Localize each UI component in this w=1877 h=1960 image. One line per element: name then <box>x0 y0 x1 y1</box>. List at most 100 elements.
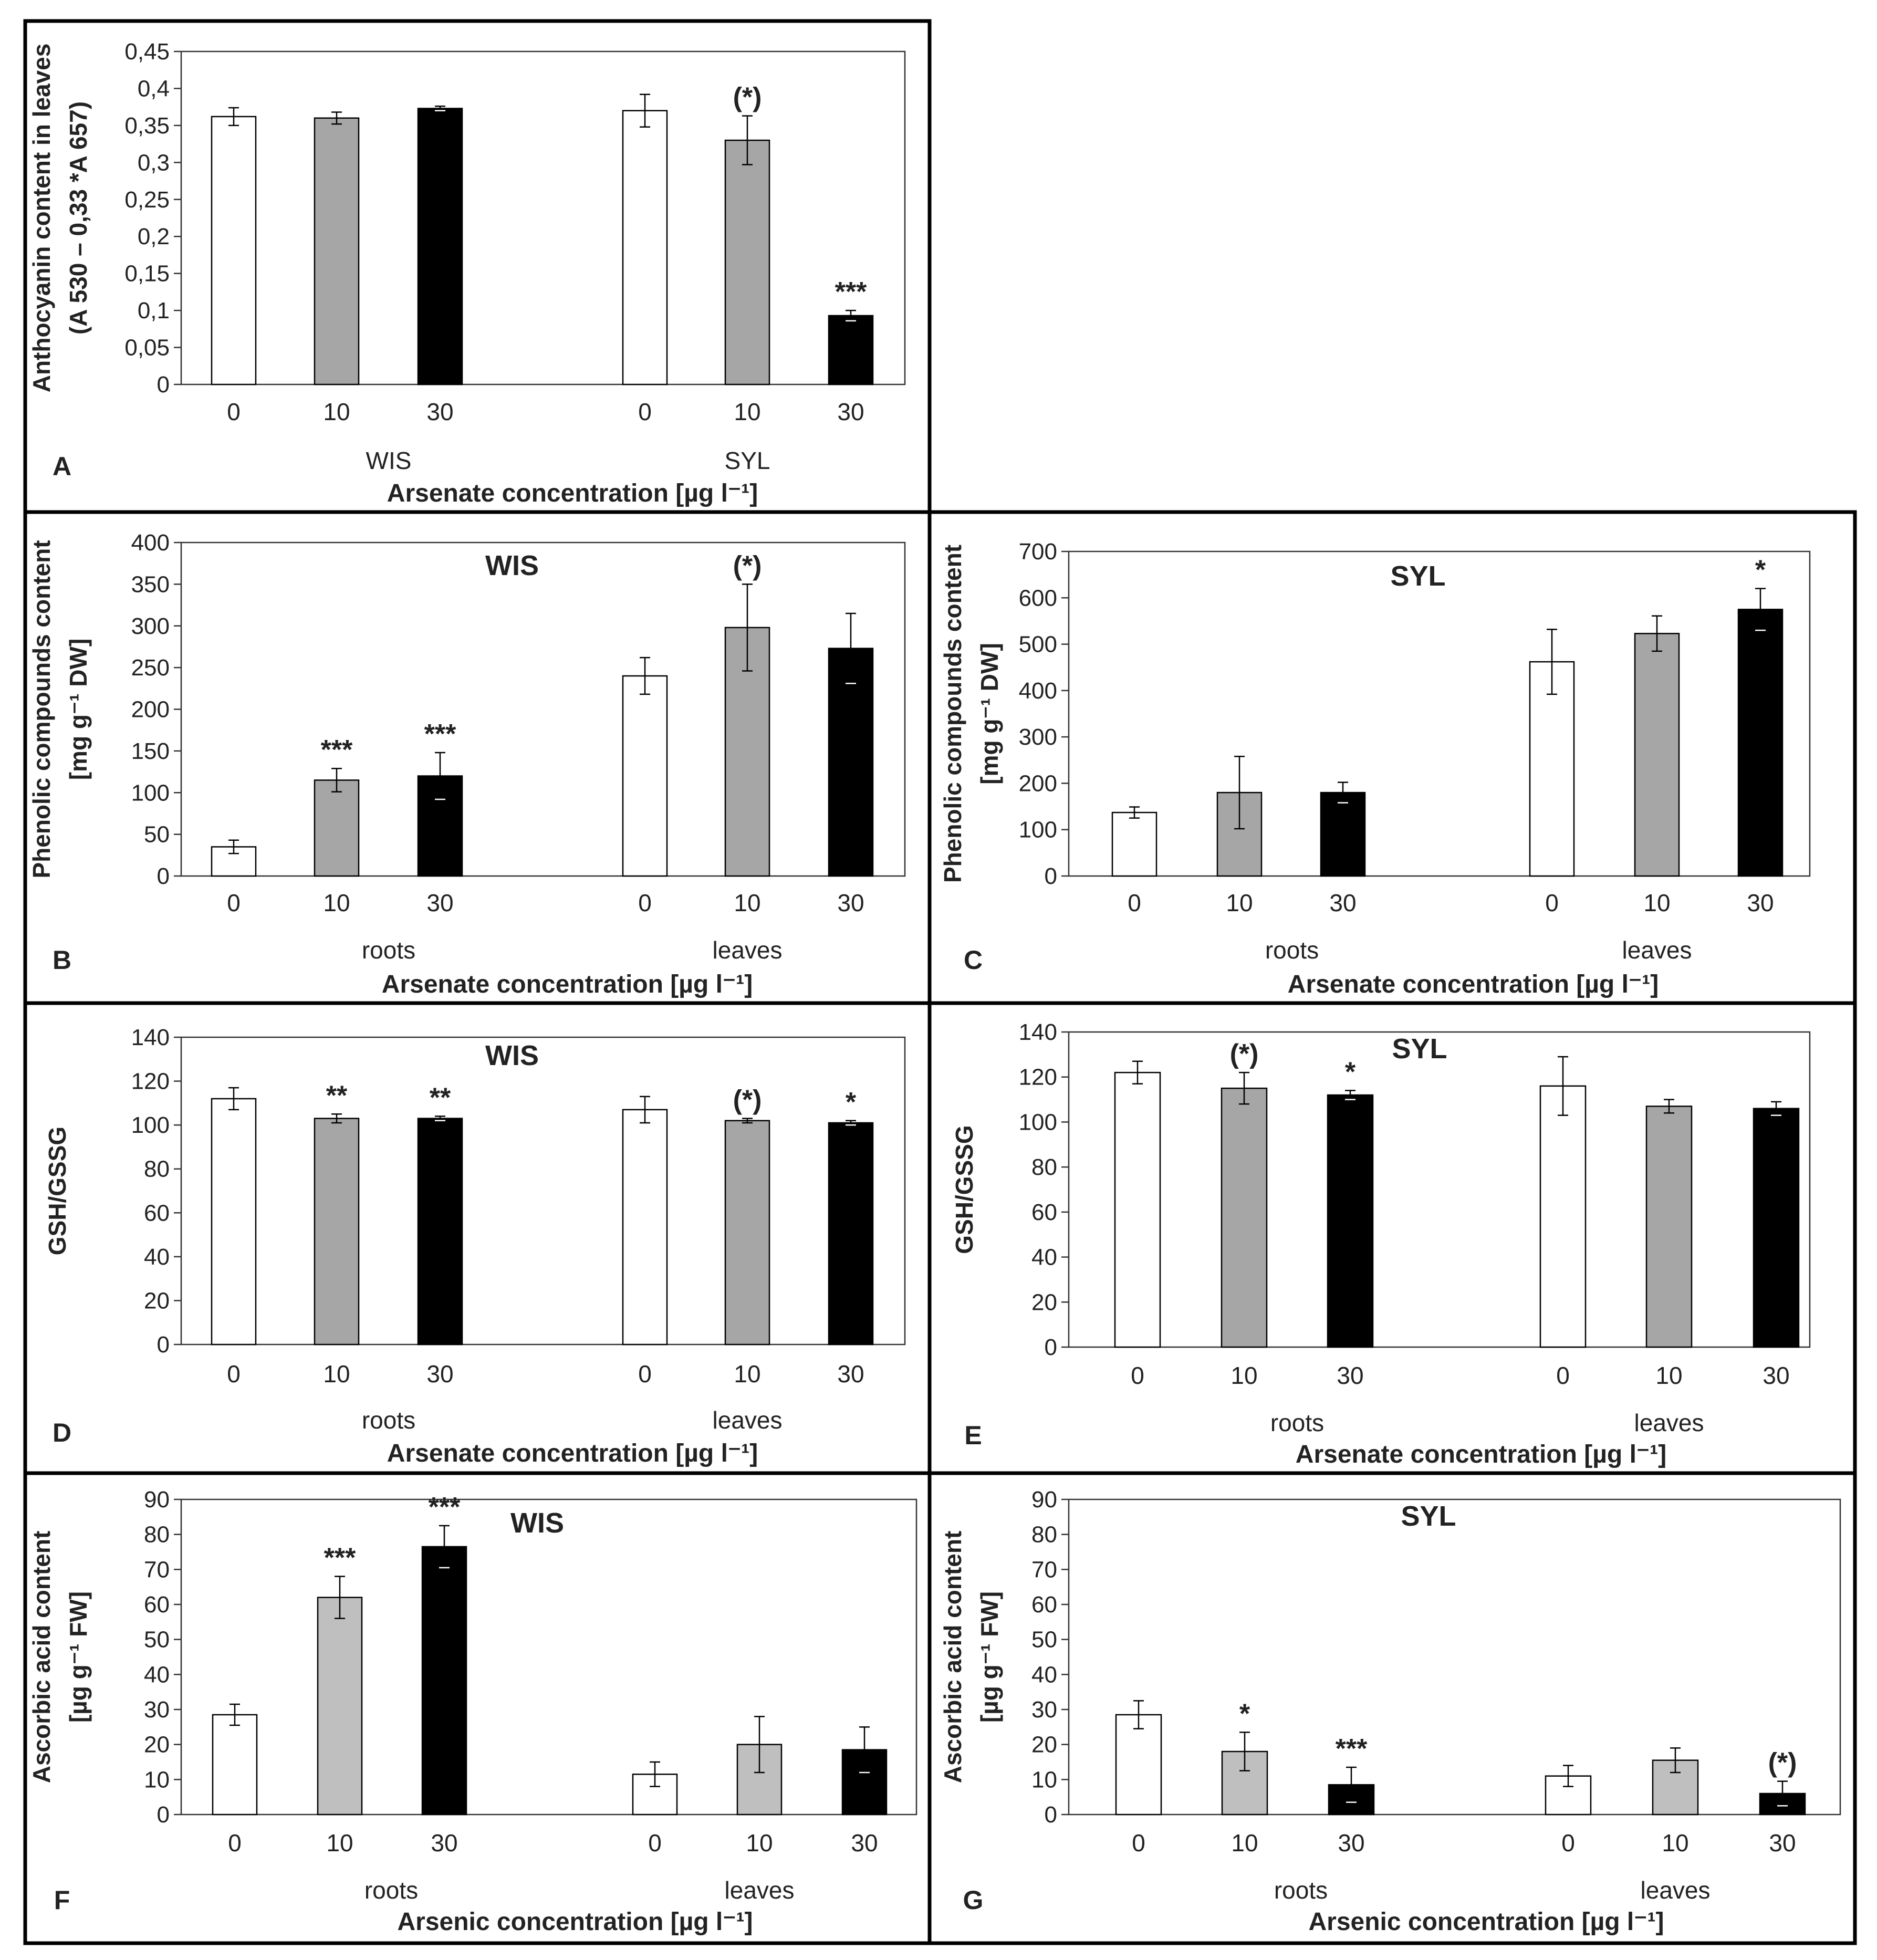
y-tick-label: 30 <box>1031 1697 1057 1723</box>
chart-title: WIS <box>510 1507 564 1539</box>
bar <box>1221 1087 1268 1348</box>
x-axis-label: Arsenic concentration [µg l⁻¹] <box>397 1908 753 1936</box>
y-tick-label: 300 <box>1019 724 1057 750</box>
y-axis-label: Anthocyanin content in leaves <box>28 44 55 393</box>
bar <box>1111 811 1158 877</box>
group-label: leaves <box>713 936 783 964</box>
plot-area <box>1068 550 1811 877</box>
bar <box>1114 1071 1161 1348</box>
bar <box>212 1714 258 1816</box>
y-tick-label: 100 <box>1019 817 1057 843</box>
category-label: 0 <box>1556 1362 1570 1389</box>
x-axis-label: Arsenate concentration [µg l⁻¹] <box>387 479 758 507</box>
y-tick-label: 0,4 <box>138 76 170 101</box>
category-label: 10 <box>746 1829 773 1857</box>
plot-area <box>180 1036 906 1346</box>
y-tick-label: 120 <box>1019 1065 1057 1090</box>
y-tick-label: 600 <box>1019 585 1057 611</box>
y-tick-label: 0 <box>157 372 170 398</box>
category-label: 30 <box>431 1829 457 1857</box>
chart-title: SYL <box>1401 1500 1456 1532</box>
y-tick-label: 140 <box>1019 1019 1057 1045</box>
y-tick-label: 0 <box>157 1332 170 1358</box>
panel-label: B <box>53 945 71 975</box>
y-tick-label: 80 <box>1031 1522 1057 1548</box>
bar <box>1737 609 1784 877</box>
y-tick-label: 80 <box>144 1156 170 1182</box>
y-tick-label: 0 <box>157 1802 170 1828</box>
y-tick-label: 300 <box>131 613 170 639</box>
plot-area <box>1068 1498 1841 1816</box>
bar <box>1115 1714 1162 1816</box>
y-tick-label: 100 <box>1019 1109 1057 1135</box>
y-tick-label: 20 <box>144 1288 170 1313</box>
panel-frame-7 <box>927 1471 1857 1945</box>
category-label: 30 <box>426 889 453 916</box>
plot-area <box>180 541 906 877</box>
bar <box>314 117 360 385</box>
y-tick-label: 250 <box>131 655 170 681</box>
bar <box>314 1118 360 1346</box>
significance-label: (*) <box>733 82 762 113</box>
y-tick-label: 100 <box>131 1112 170 1138</box>
y-tick-label: 80 <box>1031 1154 1057 1180</box>
panel-label: A <box>53 452 71 481</box>
group-label: roots <box>362 1406 415 1434</box>
y-tick-label: 90 <box>1031 1487 1057 1513</box>
bar <box>828 648 874 877</box>
y-tick-label: 120 <box>131 1069 170 1094</box>
category-label: 30 <box>1769 1829 1796 1857</box>
significance-label: (*) <box>1230 1039 1259 1069</box>
bar <box>622 1109 668 1346</box>
y-tick-label: 500 <box>1019 632 1057 658</box>
y-tick-label: 10 <box>1031 1767 1057 1792</box>
panel-a: 0 0,05 0,1 0,15 0,2 0,25 0,3 0,35 0,4 0,45 0 10 30 0 (… <box>28 39 906 507</box>
y-tick-label: 20 <box>1031 1732 1057 1758</box>
chart-title: WIS <box>485 550 539 581</box>
y-tick-label: 20 <box>144 1732 170 1758</box>
category-label: 30 <box>851 1829 878 1857</box>
y-tick-label: 100 <box>131 780 170 806</box>
panel-e: 0 20 40 60 80 100 120 140 0 (*) 10 * 30 0 10 30 roots lea… <box>951 1019 1811 1468</box>
y-tick-label: 40 <box>144 1662 170 1687</box>
category-label: 10 <box>734 1360 760 1388</box>
group-label: leaves <box>1641 1876 1711 1904</box>
bar <box>724 1120 770 1346</box>
y-tick-label: 80 <box>144 1522 170 1548</box>
y-axis-label: GSH/GSSG <box>951 1125 978 1254</box>
significance-label: * <box>846 1087 857 1118</box>
bar <box>1753 1108 1800 1348</box>
y-tick-label: 40 <box>144 1244 170 1270</box>
significance-label: *** <box>429 1492 461 1523</box>
significance-label: (*) <box>733 1085 762 1115</box>
category-label: 10 <box>1231 1829 1258 1857</box>
category-label: 30 <box>837 889 864 916</box>
category-label: 0 <box>648 1829 662 1857</box>
chart-title: WIS <box>485 1040 539 1071</box>
group-label: roots <box>1265 936 1319 964</box>
category-label: 10 <box>734 398 760 425</box>
panel-label: D <box>53 1418 71 1447</box>
category-label: 0 <box>227 398 241 425</box>
y-tick-label: 50 <box>144 1627 170 1653</box>
significance-label: (*) <box>1768 1748 1797 1778</box>
chart-title: SYL <box>1390 560 1445 592</box>
y-axis-label: Phenolic compounds content <box>28 540 55 878</box>
bar <box>1327 1094 1374 1348</box>
significance-label: *** <box>835 277 867 307</box>
category-label: 0 <box>638 1360 652 1388</box>
category-label: 10 <box>1662 1829 1688 1857</box>
category-label: 10 <box>323 398 350 425</box>
group-label: roots <box>364 1876 418 1904</box>
significance-label: ** <box>326 1080 348 1111</box>
y-tick-label: 200 <box>1019 770 1057 796</box>
y-tick-label: 0 <box>1045 1802 1057 1828</box>
category-label: 10 <box>323 1360 350 1388</box>
category-label: 0 <box>227 1360 241 1388</box>
y-tick-label: 140 <box>131 1025 170 1050</box>
bar <box>211 1098 257 1346</box>
category-label: 10 <box>1231 1362 1257 1389</box>
bar <box>828 1122 874 1346</box>
y-tick-label: 70 <box>144 1557 170 1582</box>
